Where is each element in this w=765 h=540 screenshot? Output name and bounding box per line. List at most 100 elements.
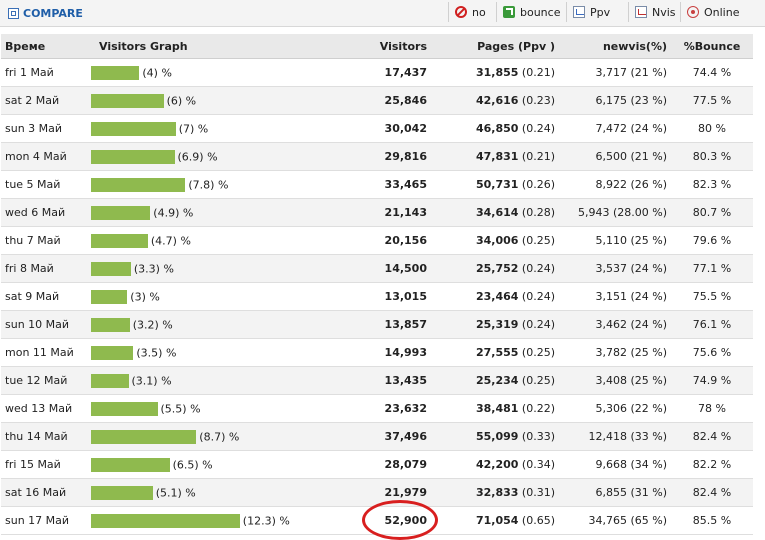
pages-ppv: (0.21) — [521, 150, 555, 163]
row-visitors: 37,496 — [331, 422, 431, 451]
table-row: sun 17 Май (12.3) % 52,900 71,054 (0.65) 34,… — [1, 506, 753, 535]
table-row: sat 2 Май (6) % 25,846 42,616 (0.23) 6,175 (… — [1, 86, 753, 115]
row-newvis: 7,472 (24 %) — [559, 114, 671, 143]
header-bounce[interactable]: %Bounce — [671, 34, 753, 59]
table-row: sat 16 Май (5.1) % 21,979 32,833 (0.31) 6,85… — [1, 478, 753, 507]
row-visitors-graph: (3.5) % — [89, 338, 331, 367]
visitors-bar — [91, 513, 240, 528]
row-visitors: 25,846 — [331, 86, 431, 115]
row-visitors-graph: (7.8) % — [89, 170, 331, 199]
row-visitors-graph: (6.9) % — [89, 142, 331, 171]
row-pages: 25,752 (0.24) — [431, 254, 559, 283]
visitors-bar — [91, 373, 129, 388]
row-date: thu 14 Май — [1, 422, 89, 451]
table-row: sat 9 Май (3) % 13,015 23,464 (0.24) 3,151 (… — [1, 282, 753, 311]
row-pages: 38,481 (0.22) — [431, 394, 559, 423]
toolbar: COMPARE no bounce Ppv Nvis Online — [0, 0, 765, 27]
row-newvis: 34,765 (65 %) — [559, 506, 671, 535]
pages-count: 34,614 — [475, 206, 519, 219]
table-row: wed 13 Май (5.5) % 23,632 38,481 (0.22) 5,30… — [1, 394, 753, 423]
table-row: wed 6 Май (4.9) % 21,143 34,614 (0.28) 5,943… — [1, 198, 753, 227]
row-visitors-graph: (3.3) % — [89, 254, 331, 283]
no-button[interactable]: no — [448, 2, 496, 22]
table-body: fri 1 Май (4) % 17,437 31,855 (0.21) 3,717 (… — [1, 58, 753, 535]
header-newvis[interactable]: newvis(%) — [559, 34, 671, 59]
row-bounce: 79.6 % — [671, 226, 753, 255]
row-visitors-graph: (5.5) % — [89, 394, 331, 423]
nvis-chart-icon — [635, 6, 647, 18]
no-label: no — [472, 5, 486, 19]
row-pages: 31,855 (0.21) — [431, 58, 559, 87]
row-pages: 46,850 (0.24) — [431, 114, 559, 143]
pages-ppv: (0.24) — [521, 262, 555, 275]
row-bounce: 75.5 % — [671, 282, 753, 311]
row-newvis: 3,462 (24 %) — [559, 310, 671, 339]
row-bounce: 82.4 % — [671, 478, 753, 507]
row-pages: 71,054 (0.65) — [431, 506, 559, 535]
pages-ppv: (0.31) — [521, 486, 555, 499]
header-date[interactable]: Време — [1, 34, 89, 59]
row-visitors-graph: (8.7) % — [89, 422, 331, 451]
row-pages: 55,099 (0.33) — [431, 422, 559, 451]
header-pages[interactable]: Pages (Ppv ) — [431, 34, 559, 59]
visitors-bar — [91, 401, 158, 416]
row-pages: 47,831 (0.21) — [431, 142, 559, 171]
row-date: sun 3 Май — [1, 114, 89, 143]
online-label: Online — [704, 5, 740, 19]
table-row: tue 12 Май (3.1) % 13,435 25,234 (0.25) 3,40… — [1, 366, 753, 395]
visitors-share-label: (3.1) % — [131, 374, 172, 387]
pages-count: 34,006 — [475, 234, 519, 247]
row-newvis: 3,151 (24 %) — [559, 282, 671, 311]
row-bounce: 80.7 % — [671, 198, 753, 227]
row-pages: 25,234 (0.25) — [431, 366, 559, 395]
visitors-bar — [91, 205, 151, 220]
pages-ppv: (0.26) — [521, 178, 555, 191]
row-visitors-graph: (4.7) % — [89, 226, 331, 255]
table-row: fri 15 Май (6.5) % 28,079 42,200 (0.34) 9,66… — [1, 450, 753, 479]
visitors-table: Време Visitors Graph Visitors Pages (Ppv… — [1, 34, 753, 535]
row-visitors-graph: (6) % — [89, 86, 331, 115]
row-date: sun 10 Май — [1, 310, 89, 339]
pages-count: 47,831 — [475, 150, 519, 163]
ppv-label: Ppv — [590, 5, 611, 19]
header-visitors-graph[interactable]: Visitors Graph — [89, 34, 331, 59]
visitors-bar — [91, 429, 197, 444]
pages-count: 71,054 — [475, 514, 519, 527]
row-newvis: 6,175 (23 %) — [559, 86, 671, 115]
row-newvis: 3,537 (24 %) — [559, 254, 671, 283]
row-date: wed 13 Май — [1, 394, 89, 423]
ppv-chart-icon — [573, 6, 585, 18]
nvis-button[interactable]: Nvis — [628, 2, 680, 22]
pages-ppv: (0.65) — [521, 514, 555, 527]
row-date: fri 15 Май — [1, 450, 89, 479]
row-newvis: 5,943 (28.00 %) — [559, 198, 671, 227]
row-visitors-graph: (5.1) % — [89, 478, 331, 507]
visitors-share-label: (12.3) % — [242, 514, 290, 527]
pages-ppv: (0.28) — [521, 206, 555, 219]
ppv-button[interactable]: Ppv — [566, 2, 628, 22]
pages-count: 42,616 — [475, 94, 519, 107]
table-row: fri 1 Май (4) % 17,437 31,855 (0.21) 3,717 (… — [1, 58, 753, 87]
row-visitors-graph: (7) % — [89, 114, 331, 143]
row-visitors: 21,979 — [331, 478, 431, 507]
row-date: thu 7 Май — [1, 226, 89, 255]
table-row: fri 8 Май (3.3) % 14,500 25,752 (0.24) 3,537… — [1, 254, 753, 283]
compare-link[interactable]: COMPARE — [8, 6, 83, 20]
visitors-bar — [91, 485, 153, 500]
online-button[interactable]: Online — [680, 2, 752, 22]
pages-ppv: (0.25) — [521, 234, 555, 247]
pages-count: 25,319 — [475, 318, 519, 331]
visitors-share-label: (6) % — [166, 94, 197, 107]
header-visitors[interactable]: Visitors — [331, 34, 431, 59]
pages-ppv: (0.24) — [521, 122, 555, 135]
row-visitors: 29,816 — [331, 142, 431, 171]
visitors-bar — [91, 317, 130, 332]
bounce-button[interactable]: bounce — [496, 2, 566, 22]
row-bounce: 82.4 % — [671, 422, 753, 451]
row-visitors-graph: (4) % — [89, 58, 331, 87]
visitors-share-label: (4.9) % — [153, 206, 194, 219]
visitors-share-label: (3.3) % — [133, 262, 174, 275]
row-visitors: 13,015 — [331, 282, 431, 311]
pages-ppv: (0.25) — [521, 374, 555, 387]
row-date: fri 1 Май — [1, 58, 89, 87]
